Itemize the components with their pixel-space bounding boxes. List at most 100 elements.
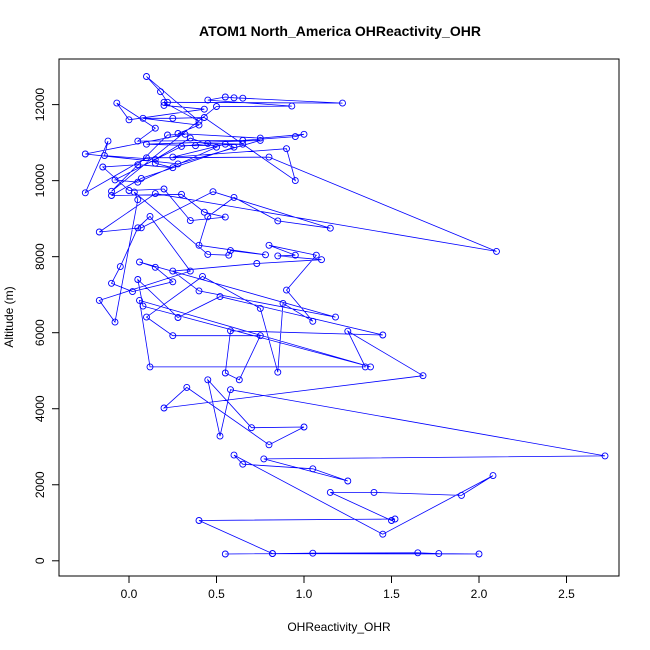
data-point	[312, 251, 320, 259]
data-point	[108, 192, 115, 199]
data-point	[274, 217, 282, 225]
data-point	[344, 327, 352, 335]
data-point	[195, 517, 203, 524]
data-point	[186, 267, 194, 275]
data-point	[181, 130, 189, 138]
data-point	[489, 472, 497, 480]
x-tick-label: 0.0	[121, 587, 138, 601]
data-point	[146, 363, 154, 371]
data-point	[235, 376, 243, 384]
data-point	[221, 140, 229, 148]
data-point	[419, 372, 427, 380]
data-point	[265, 441, 273, 449]
data-point	[99, 163, 107, 171]
x-tick-label: 0.5	[208, 587, 225, 601]
data-point	[291, 177, 299, 185]
data-point	[274, 252, 282, 260]
data-point	[174, 314, 182, 321]
data-point	[221, 550, 229, 558]
data-point	[195, 121, 203, 129]
data-point	[108, 187, 115, 195]
data-point	[169, 332, 177, 340]
data-point	[256, 332, 264, 340]
x-axis: 0.0 0.5 1.0 1.5 2.0 2.5	[121, 575, 575, 601]
data-point	[136, 296, 143, 304]
data-point	[169, 114, 177, 122]
data-point	[209, 188, 217, 196]
data-point	[265, 241, 273, 249]
y-tick-label: 2000	[33, 471, 47, 498]
data-point	[239, 460, 247, 468]
data-point	[134, 224, 142, 232]
data-point	[283, 145, 290, 153]
data-point	[379, 331, 387, 339]
data-point	[493, 247, 500, 255]
data-point	[332, 313, 339, 321]
data-point	[186, 217, 194, 225]
data-point	[134, 137, 142, 145]
data-point	[204, 213, 212, 221]
data-point	[137, 224, 145, 232]
data-point	[309, 549, 317, 557]
data-point	[143, 73, 150, 80]
data-point	[239, 136, 247, 144]
x-tick-label: 2.0	[471, 587, 488, 601]
data-point	[169, 164, 177, 172]
data-point	[239, 140, 247, 148]
data-point	[367, 363, 374, 371]
data-point	[256, 304, 264, 312]
data-point	[339, 99, 346, 107]
data-point	[388, 517, 395, 524]
data-point	[139, 302, 147, 310]
data-point	[300, 423, 308, 431]
data-point	[195, 117, 203, 125]
data-point	[260, 455, 268, 463]
data-point	[174, 130, 182, 137]
data-point	[291, 133, 299, 141]
data-point	[178, 142, 185, 150]
x-tick-label: 2.5	[558, 587, 575, 601]
data-point	[101, 152, 108, 160]
y-tick-label: 0	[33, 557, 47, 564]
data-point	[221, 369, 229, 377]
y-tick-label: 4000	[33, 395, 47, 422]
data-point	[174, 160, 182, 168]
data-point	[601, 452, 609, 460]
y-tick-label: 8000	[33, 243, 47, 270]
data-point	[116, 263, 124, 271]
data-point	[391, 515, 399, 523]
data-point	[326, 488, 334, 496]
data-point	[253, 260, 261, 267]
data-point	[221, 93, 229, 101]
data-point	[230, 451, 238, 459]
data-point	[361, 363, 369, 371]
data-point	[204, 139, 212, 147]
data-point	[265, 153, 273, 161]
data-point	[283, 286, 290, 294]
data-point	[309, 317, 317, 325]
data-point	[204, 376, 212, 384]
data-point	[195, 287, 203, 295]
data-point	[113, 99, 121, 107]
data-point	[435, 550, 443, 558]
data-point	[200, 114, 208, 121]
data-point	[221, 213, 229, 221]
y-tick-label: 6000	[33, 319, 47, 346]
data-point	[274, 368, 282, 376]
data-point	[169, 278, 177, 286]
data-point	[230, 94, 238, 102]
data-point	[146, 212, 154, 220]
data-point	[137, 174, 145, 182]
data-point	[108, 279, 115, 287]
data-point	[178, 190, 185, 198]
data-point	[81, 189, 89, 197]
data-point	[151, 159, 159, 167]
data-point	[192, 142, 199, 150]
data-point	[213, 143, 220, 151]
data-point	[326, 224, 334, 232]
data-point	[160, 185, 168, 193]
data-point	[370, 488, 378, 496]
x-axis-label: OHReactivity_OHR	[287, 620, 391, 634]
data-point	[134, 196, 142, 204]
